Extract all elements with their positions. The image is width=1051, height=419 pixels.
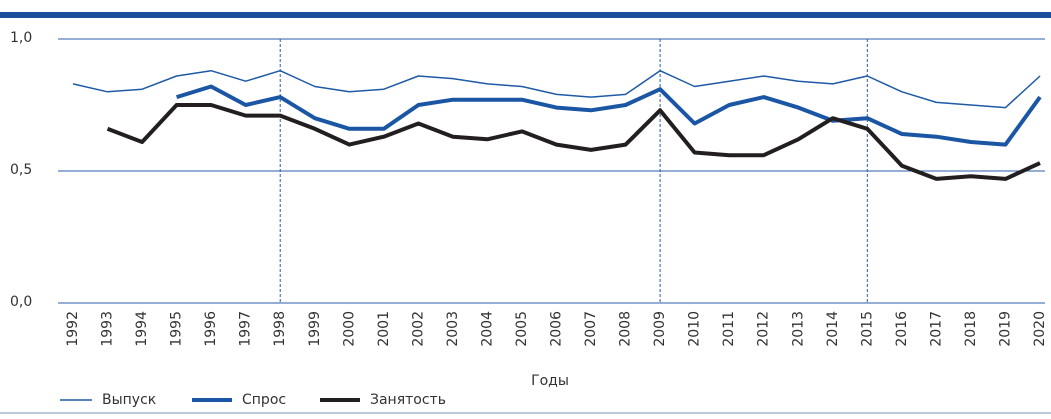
y-tick-label: 1,0 — [10, 30, 32, 46]
x-tick-label: 2005 — [514, 311, 530, 347]
x-tick-label: 1996 — [203, 311, 219, 347]
series-line — [176, 84, 1042, 147]
x-tick-label: 2020 — [1032, 311, 1048, 347]
x-tick-label: 1999 — [307, 311, 323, 347]
x-tick-label: 1993 — [100, 311, 116, 347]
x-tick-label: 1997 — [238, 311, 254, 347]
x-tick-label: 1998 — [272, 311, 288, 347]
top-bar — [0, 12, 1051, 18]
series-line — [106, 103, 1041, 181]
y-tick-label: 0,0 — [10, 294, 32, 310]
x-tick-label: 2018 — [963, 311, 979, 347]
x-tick-label: 2015 — [859, 311, 875, 347]
x-tick-label: 2019 — [997, 311, 1013, 347]
x-tick-label: 2013 — [790, 311, 806, 347]
legend-label: Спрос — [242, 392, 286, 408]
x-tick-label: 2006 — [549, 311, 565, 347]
x-tick-label: 2004 — [479, 311, 495, 347]
x-tick-label: 1995 — [169, 311, 185, 347]
x-tick-label: 2002 — [410, 311, 426, 347]
x-tick-label: 2001 — [376, 311, 392, 347]
x-tick-label: 2009 — [652, 311, 668, 347]
x-tick-label: 2012 — [756, 311, 772, 347]
x-tick-label: 2000 — [341, 311, 357, 347]
x-tick-label: 2003 — [445, 311, 461, 347]
x-tick-label: 2007 — [583, 311, 599, 347]
x-tick-label: 2017 — [928, 311, 944, 347]
x-tick-label: 2014 — [825, 311, 841, 347]
x-tick-label: 2016 — [894, 311, 910, 347]
x-tick-label: 2010 — [687, 311, 703, 347]
y-tick-label: 0,5 — [10, 162, 32, 178]
x-tick-label: 2008 — [618, 311, 634, 347]
series-line — [72, 69, 1041, 109]
x-tick-label: 2011 — [721, 311, 737, 347]
legend-label: Занятость — [370, 392, 446, 408]
x-tick-label: 1992 — [65, 311, 81, 347]
x-axis-label: Годы — [531, 373, 569, 389]
legend-label: Выпуск — [102, 392, 156, 408]
x-tick-label: 1994 — [134, 311, 150, 347]
